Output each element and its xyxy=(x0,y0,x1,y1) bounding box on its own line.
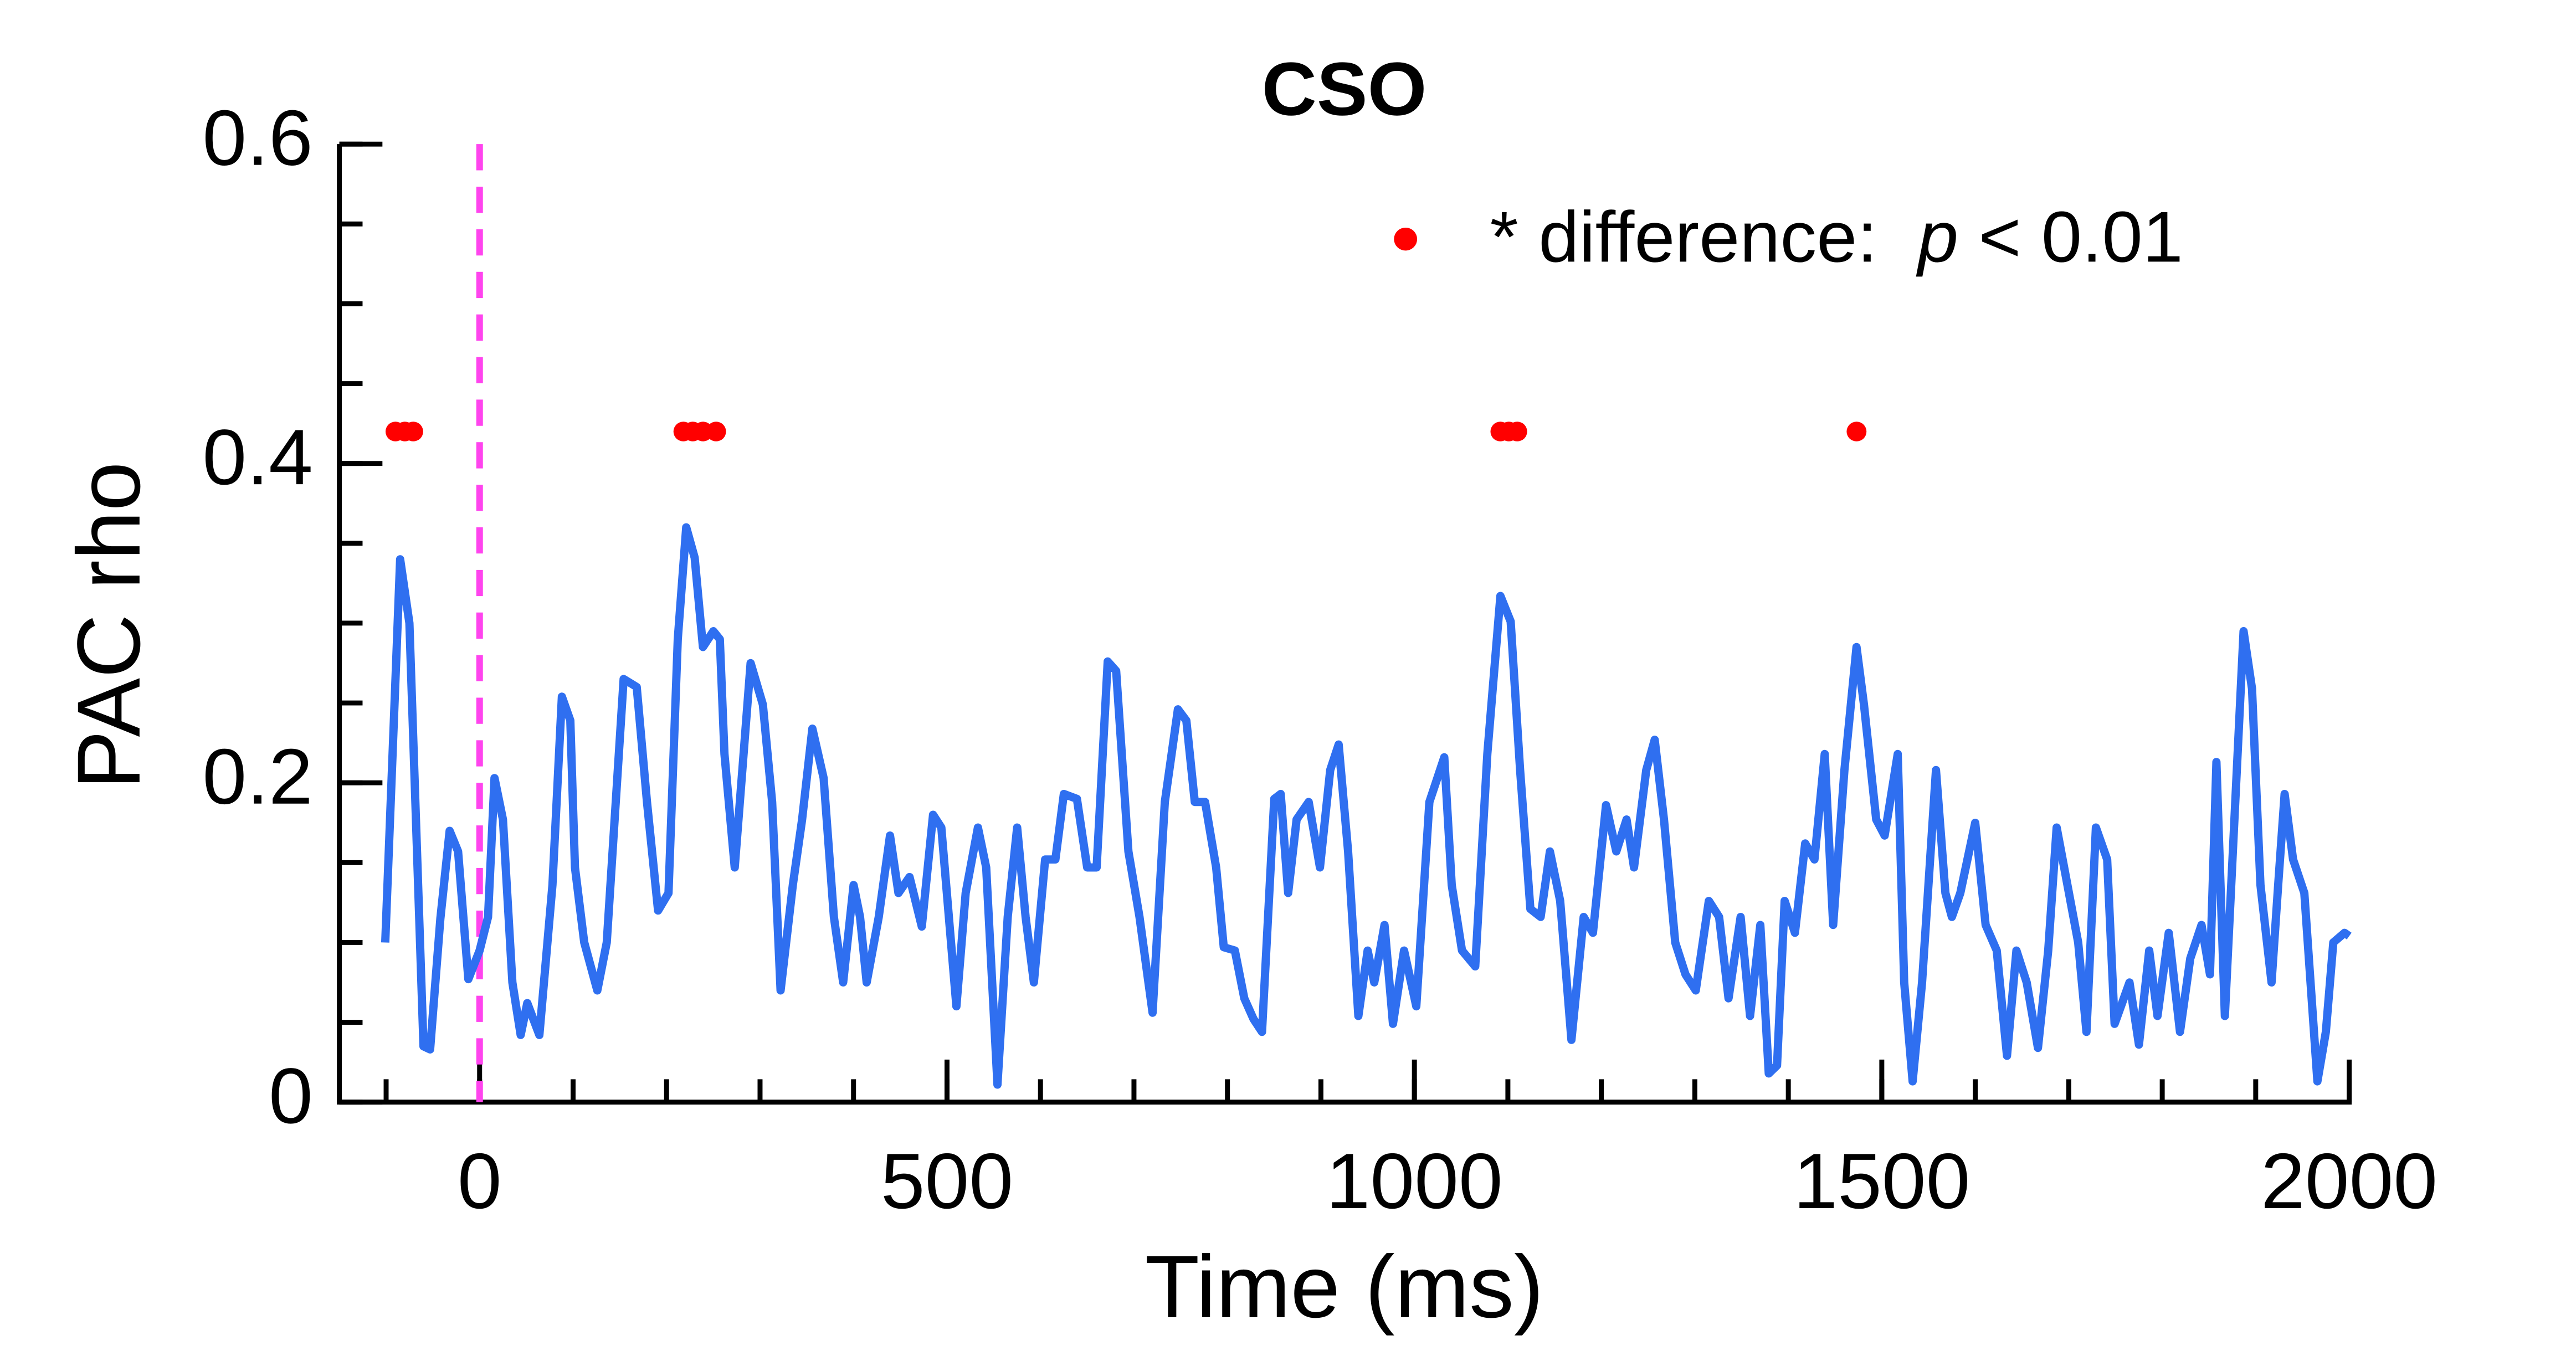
y-tick-label: 0.4 xyxy=(202,414,312,501)
legend-marker xyxy=(1394,227,1418,251)
y-tick-label: 0.2 xyxy=(202,733,312,820)
legend-label-part: < 0.01 xyxy=(1958,197,2183,277)
x-tick-label: 2000 xyxy=(2261,1138,2438,1225)
sig-dot xyxy=(403,422,423,441)
y-tick-label: 0.6 xyxy=(202,94,312,182)
pac-line xyxy=(381,523,2352,1089)
x-tick-label: 1000 xyxy=(1326,1138,1503,1225)
y-axis-label: PAC rho xyxy=(59,462,159,789)
legend-label: * difference: p < 0.01 xyxy=(1490,197,2183,277)
chart-title: CSO xyxy=(1262,47,1427,131)
sig-dot xyxy=(1846,422,1867,441)
sig-dot xyxy=(706,422,726,441)
x-tick-label: 500 xyxy=(881,1138,1013,1225)
legend-label-part: p xyxy=(1916,197,1958,277)
x-axis-label: Time (ms) xyxy=(1145,1238,1544,1337)
sig-dot xyxy=(1507,422,1527,441)
x-tick-label: 0 xyxy=(458,1138,502,1225)
legend-label-part: * difference: xyxy=(1490,197,1918,277)
x-tick-label: 1500 xyxy=(1793,1138,1970,1225)
y-tick-label: 0 xyxy=(269,1052,313,1140)
